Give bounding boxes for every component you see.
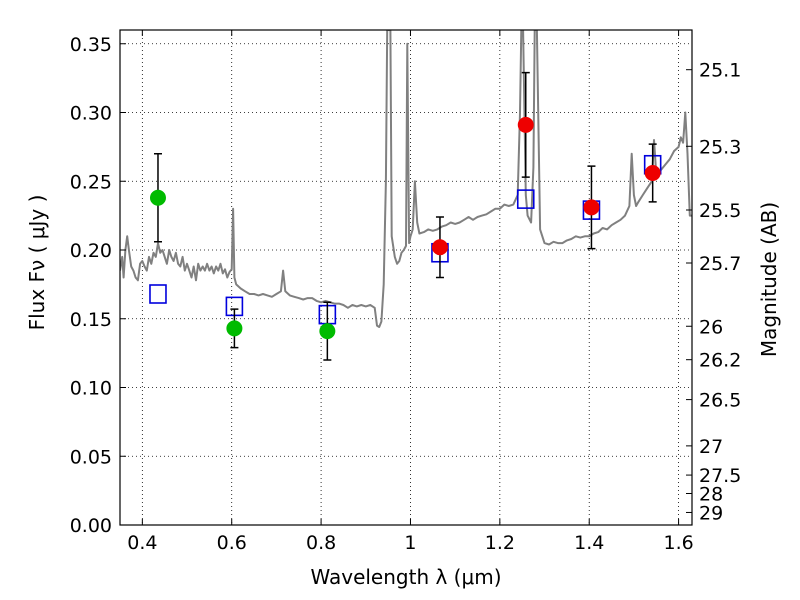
observed-point	[431, 239, 448, 256]
y-tick-label: 0.15	[70, 309, 112, 331]
mag-tick-label: 25.5	[699, 200, 741, 222]
y-tick-label: 0.00	[70, 515, 112, 537]
y2-axis-title: Magnitude (AB)	[757, 202, 781, 357]
y-tick-label: 0.25	[70, 171, 112, 193]
model-photometry-square	[149, 284, 167, 304]
observed-point	[517, 116, 534, 133]
model-spectrum	[120, 30, 692, 328]
x-tick-label: 1.2	[485, 532, 515, 554]
mag-tick-label: 25.1	[699, 60, 741, 82]
mag-tick-label: 26	[699, 316, 723, 338]
mag-tick-label: 26.2	[699, 350, 741, 372]
observed-point	[583, 199, 600, 216]
x-tick-label: 0.6	[217, 532, 247, 554]
y-tick-label: 0.35	[70, 34, 112, 56]
x-tick-label: 0.4	[127, 532, 157, 554]
y-tick-label: 0.10	[70, 378, 112, 400]
photometry-points	[149, 71, 662, 361]
mag-tick-label: 29	[699, 502, 723, 524]
y-axis-title: Flux Fν ( μJy )	[25, 195, 49, 331]
x-tick-label: 1.6	[663, 532, 693, 554]
observed-point	[226, 320, 243, 337]
mag-tick-label: 26.5	[699, 390, 741, 412]
mag-tick-label: 25.7	[699, 253, 741, 275]
mag-tick-label: 25.3	[699, 136, 741, 158]
axis-ticks: 0.4 0.6 0.8 1 1.2 1.4 1.6 0.00 0.05 0.10 0.15 0.20 0…	[70, 30, 741, 554]
observed-point	[319, 323, 336, 340]
y-tick-label: 0.30	[70, 103, 112, 125]
x-tick-label: 1	[404, 532, 416, 554]
y-tick-label: 0.05	[70, 446, 112, 468]
observed-point	[644, 165, 661, 181]
plot-frame	[119, 29, 693, 526]
mag-tick-label: 27	[699, 436, 723, 458]
mag-tick-label: 27.5	[699, 465, 741, 487]
x-tick-label: 0.8	[306, 532, 336, 554]
y-tick-label: 0.20	[70, 240, 112, 262]
x-tick-label: 1.4	[574, 532, 604, 554]
mag-tick-label: 28	[699, 484, 723, 506]
model-photometry-square	[516, 189, 535, 209]
x-axis-title: Wavelength λ (μm)	[310, 565, 501, 589]
observed-point	[149, 189, 166, 206]
spectrum-line	[120, 30, 692, 328]
